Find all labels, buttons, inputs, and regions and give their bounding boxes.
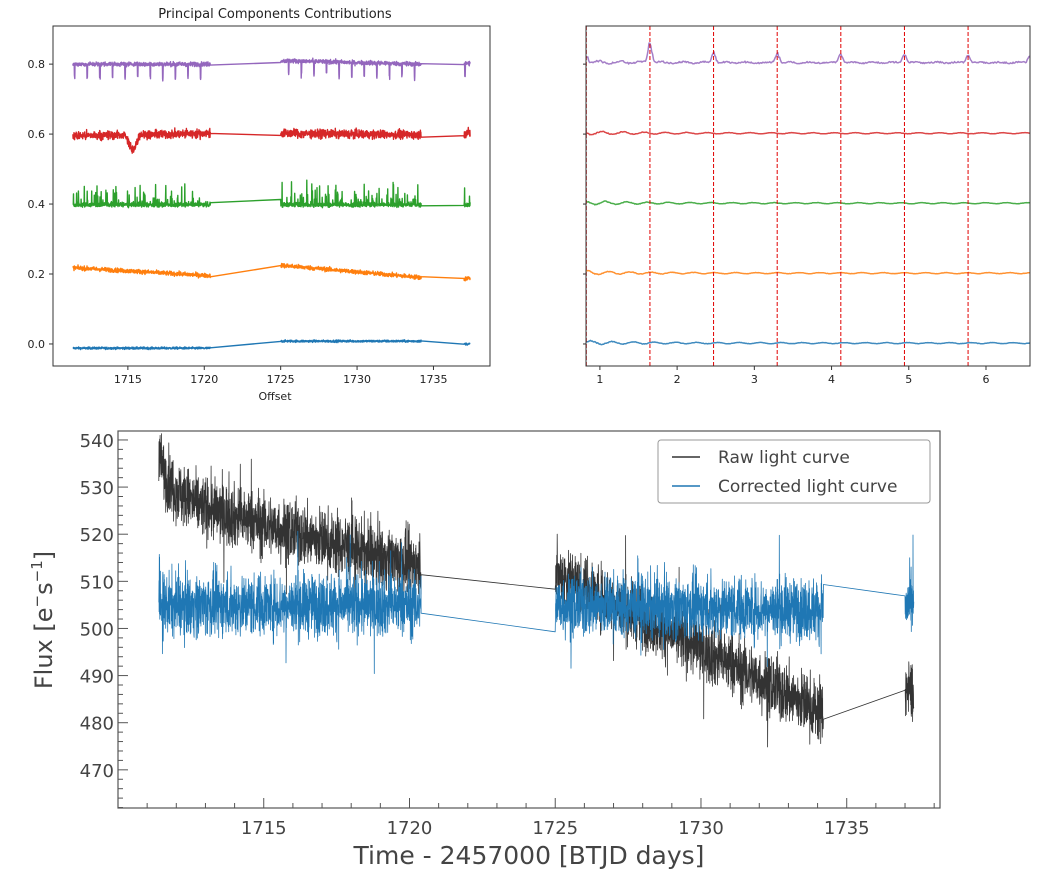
lightcurve-ytick-label: 520 [80, 525, 114, 546]
lc-ylabel-mid: s [30, 582, 58, 595]
lc-ylabel-end: ] [30, 551, 58, 560]
pca-component-line-4 [72, 57, 471, 82]
pca-component-line-3 [72, 126, 471, 154]
lightcurve-ytick-label: 490 [80, 667, 114, 688]
lc-xlabel: Time - 2457000 [BTJD days] [353, 841, 705, 870]
lightcurve-ytick-label: 500 [80, 619, 114, 640]
legend-box [657, 439, 931, 504]
lightcurve-ytick-label: 540 [80, 431, 114, 452]
periodogram-xtick-label: 4 [828, 373, 835, 386]
raw-light-curve-line [158, 433, 915, 748]
lightcurve-ytick-label: 510 [80, 572, 114, 593]
pca-component-line-0 [72, 339, 471, 351]
pca-component-line-2 [72, 179, 471, 209]
pca-xlabel: Offset [258, 390, 292, 403]
lightcurve-xtick-label: 1715 [241, 818, 287, 839]
periodogram-line-3 [585, 130, 1031, 136]
lightcurve-xtick-label: 1725 [532, 818, 578, 839]
legend: Raw light curve Corrected light curve [657, 439, 931, 504]
lightcurve-ytick-label: 470 [80, 761, 114, 782]
periodogram-xtick-label: 6 [982, 373, 989, 386]
lightcurve-xtick-label: 1730 [678, 818, 724, 839]
pca-axes-frame [52, 25, 491, 367]
pca-component-line-1 [72, 262, 471, 282]
pca-xtick-label: 1715 [114, 373, 142, 386]
pca-xtick-label: 1735 [419, 373, 447, 386]
pca-title: Principal Components Contributions [158, 7, 392, 22]
periodogram-line-0 [585, 339, 1031, 346]
lc-ylabel-main: Flux [e [30, 607, 58, 689]
periodogram-xtick-label: 1 [596, 373, 603, 386]
periodogram-line-2 [585, 200, 1030, 206]
pca-ytick-label: 0.4 [28, 198, 46, 211]
pca-xtick-label: 1725 [267, 373, 295, 386]
periodogram-line-4 [585, 42, 1031, 65]
lc-ylabel-sup2: −1 [28, 560, 46, 582]
periodogram-xtick-label: 5 [905, 373, 912, 386]
lightcurve-xtick-label: 1735 [824, 818, 870, 839]
pca-xtick-label: 1720 [190, 373, 218, 386]
lightcurve-ytick-label: 480 [80, 714, 114, 735]
pca-xtick-label: 1730 [343, 373, 371, 386]
legend-label-raw: Raw light curve [718, 448, 850, 468]
legend-label-corrected: Corrected light curve [718, 477, 897, 497]
pca-ytick-label: 0.2 [28, 268, 46, 281]
corrected-light-curve-line [158, 530, 915, 674]
lc-ylabel: Flux [e−s−1] [28, 551, 58, 689]
lc-ylabel-sup1: − [28, 595, 46, 608]
pca-ytick-label: 0.6 [28, 128, 46, 141]
periodogram-xtick-label: 2 [674, 373, 681, 386]
lightcurve-ytick-label: 530 [80, 478, 114, 499]
periodogram-line-1 [585, 269, 1031, 276]
pca-ytick-label: 0.0 [28, 338, 46, 351]
periodogram-axes-frame [585, 25, 1031, 367]
pca-ytick-label: 0.8 [28, 58, 46, 71]
lightcurve-xtick-label: 1720 [387, 818, 433, 839]
periodogram-xtick-label: 3 [751, 373, 758, 386]
